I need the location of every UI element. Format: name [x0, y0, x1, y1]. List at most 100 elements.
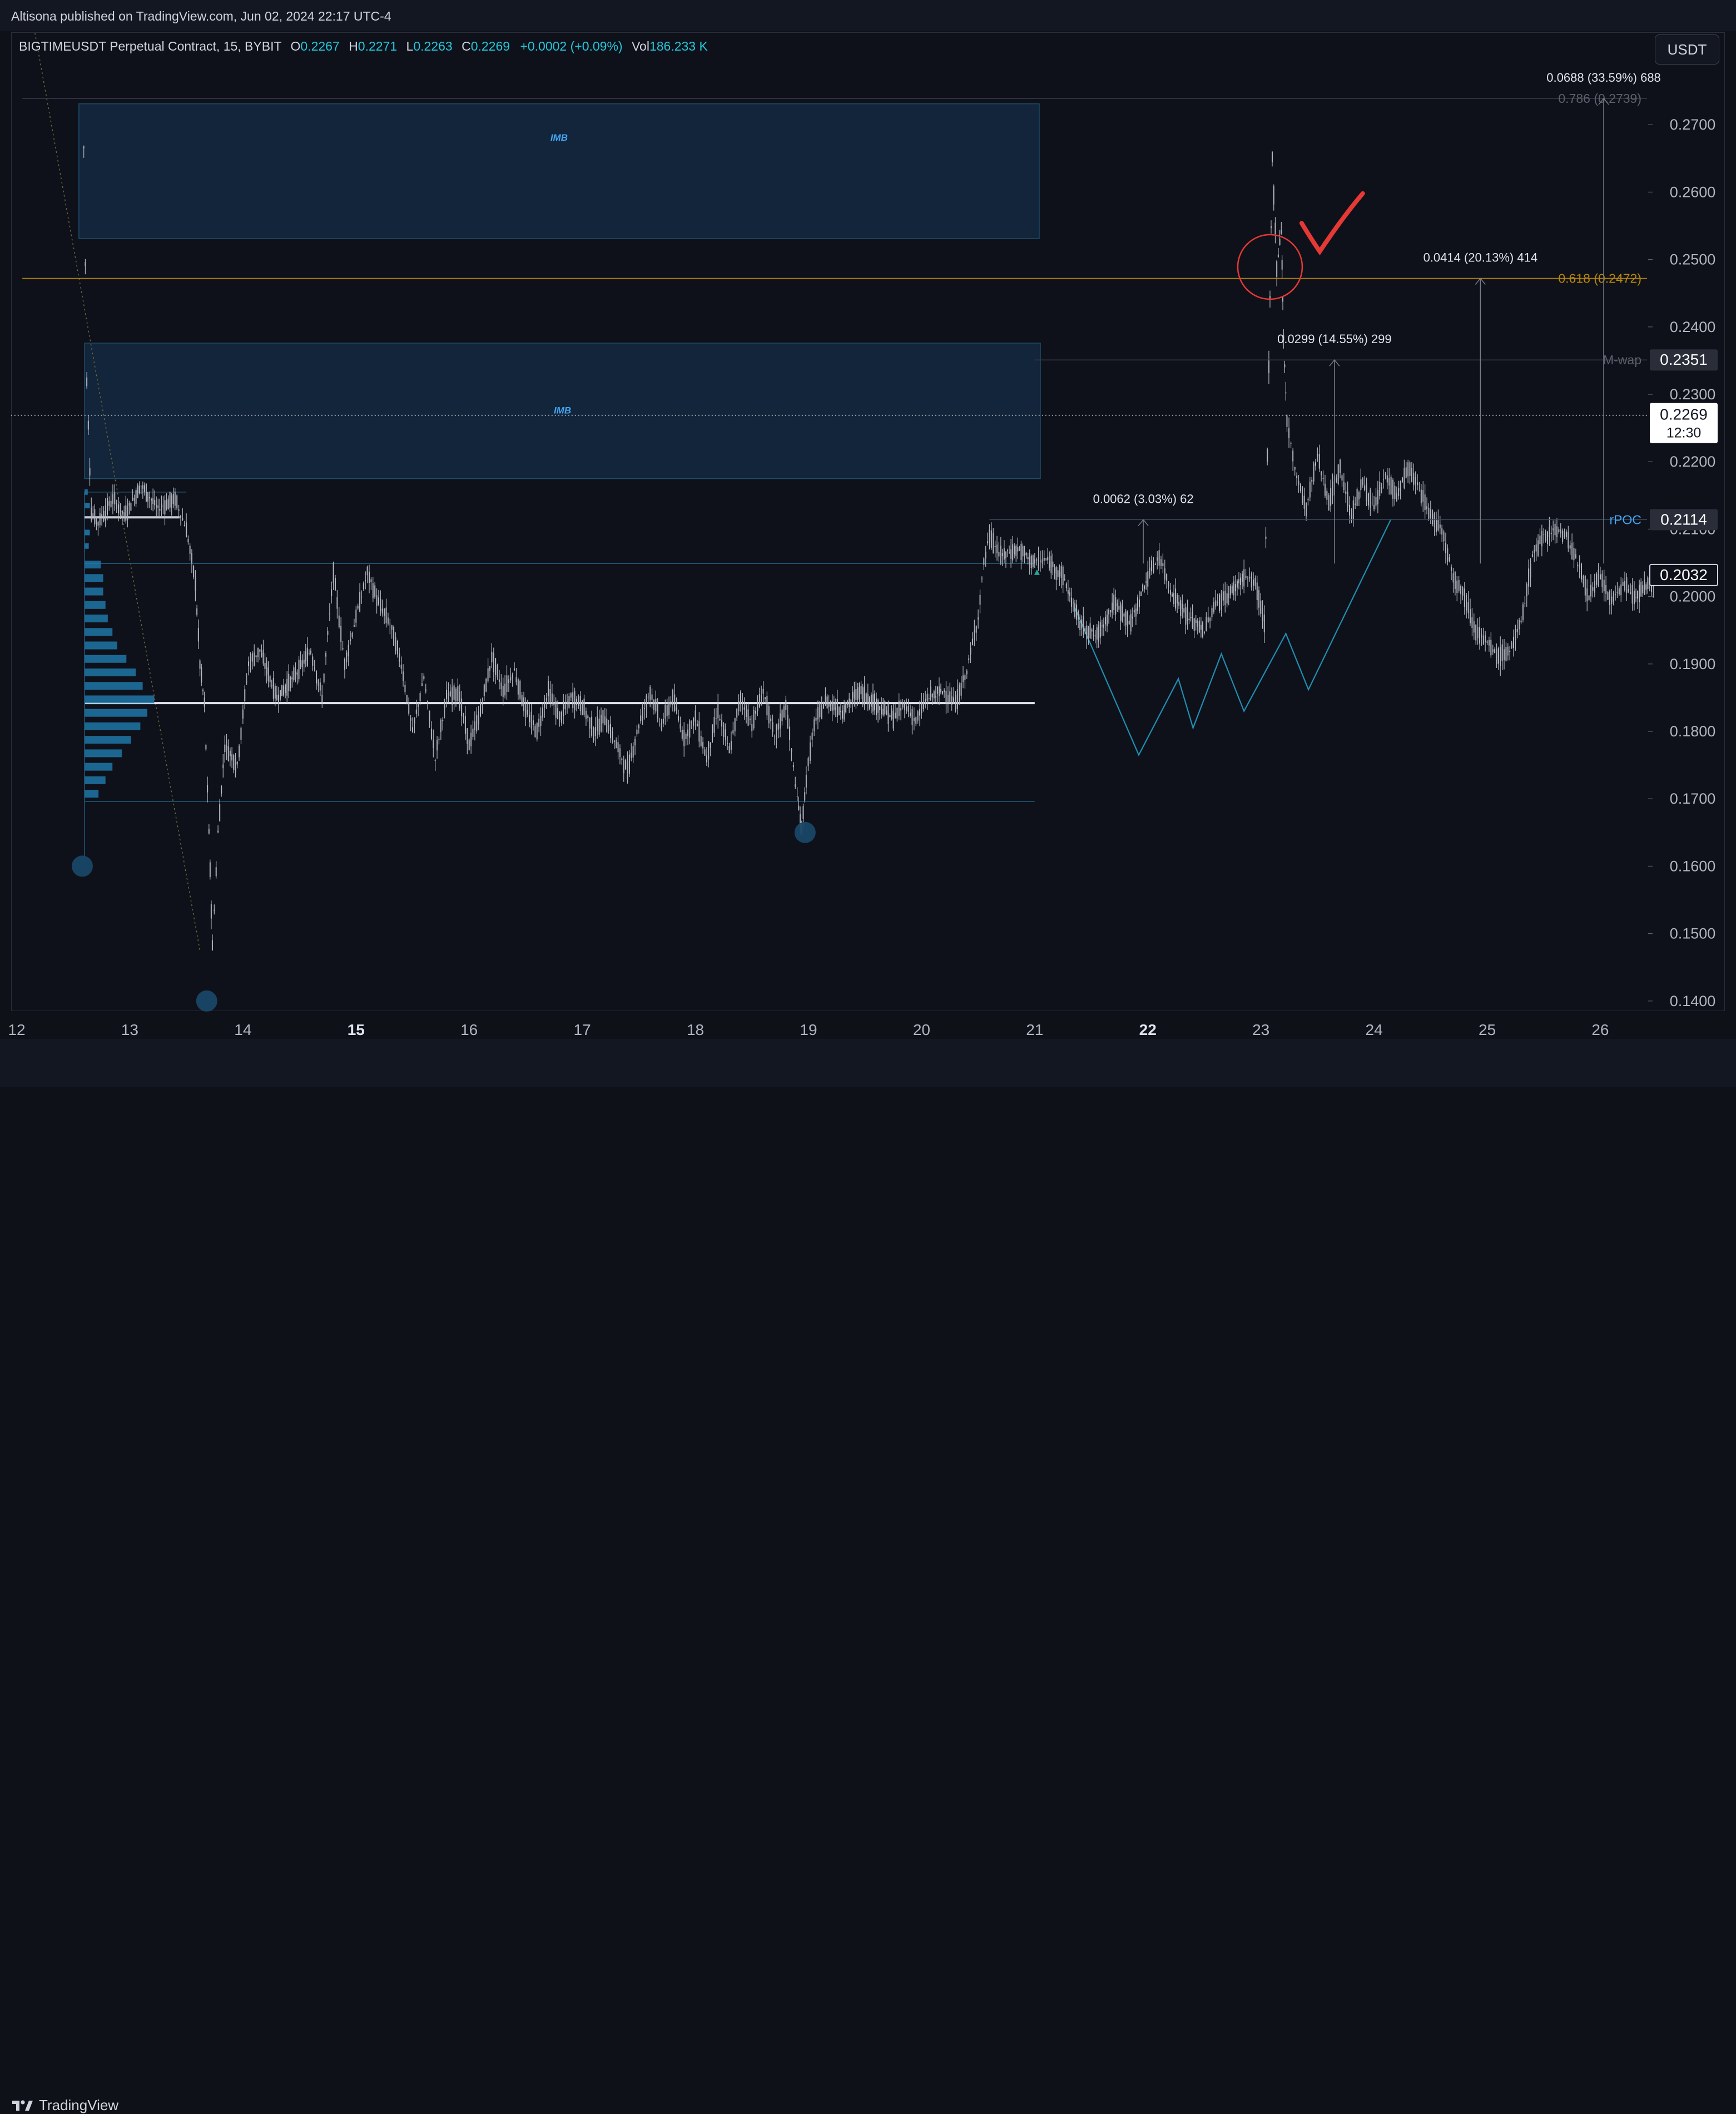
- candle-body: [157, 505, 159, 508]
- candle-body: [551, 693, 553, 704]
- candle-body: [196, 608, 198, 615]
- candle-body: [1064, 579, 1065, 581]
- candle-body: [1534, 549, 1535, 553]
- candle-body: [120, 503, 121, 516]
- candle-body: [728, 745, 730, 754]
- candle-body: [1062, 566, 1064, 586]
- tradingview-brand[interactable]: TradingView: [11, 2097, 118, 2114]
- x-tick-label: 12: [8, 1021, 25, 1038]
- candle-body: [1222, 591, 1224, 601]
- candle-body: [1615, 594, 1616, 595]
- candle-body: [983, 558, 985, 565]
- candle-body: [942, 691, 944, 694]
- candle-body: [1054, 568, 1055, 573]
- candle-body: [1383, 479, 1385, 481]
- candle-body: [344, 659, 345, 670]
- candle-body: [770, 718, 772, 721]
- candle-body: [780, 713, 781, 729]
- candle-body: [789, 726, 791, 740]
- candle-body: [777, 723, 779, 730]
- candle-body: [359, 592, 361, 612]
- candle-body: [935, 696, 936, 698]
- candle-body: [695, 710, 696, 722]
- candle-body: [406, 695, 408, 702]
- candle-body: [121, 511, 123, 514]
- y-tick-label: 0.1600: [1670, 858, 1716, 874]
- candle-body: [579, 696, 581, 711]
- candle-body: [1417, 482, 1418, 486]
- candle-body: [171, 495, 172, 508]
- y-tick-label: 0.1900: [1670, 656, 1716, 672]
- symbol-title: BIGTIMEUSDT Perpetual Contract, 15, BYBI…: [19, 39, 282, 53]
- candle-body: [468, 739, 470, 751]
- candle-body: [1041, 559, 1043, 563]
- candle-body: [1079, 621, 1081, 631]
- candle-body: [1253, 580, 1254, 586]
- candle-body: [156, 504, 157, 507]
- candle-body: [1642, 585, 1644, 593]
- candle-body: [1341, 475, 1343, 481]
- candle-body: [114, 492, 116, 504]
- candle-body: [1203, 632, 1205, 633]
- candle-body: [534, 725, 536, 737]
- candle-body: [1318, 454, 1320, 469]
- price-line-label-m-wap: M-wap: [1603, 353, 1641, 367]
- candle-body: [1238, 579, 1240, 583]
- candle-body: [693, 718, 695, 726]
- candle-body: [277, 695, 279, 704]
- candle-body: [1313, 463, 1315, 482]
- candle-body: [372, 583, 374, 598]
- candle-body: [508, 679, 509, 683]
- candle-body: [1089, 623, 1091, 638]
- candle-body: [1528, 568, 1530, 587]
- candle-body: [736, 709, 738, 718]
- candle-body: [959, 684, 960, 704]
- volume-profile-top-row: [85, 502, 90, 508]
- x-tick-label: 25: [1479, 1021, 1496, 1038]
- candle-body: [333, 562, 334, 583]
- candle-body: [544, 702, 545, 708]
- candle-body: [418, 704, 419, 707]
- candle-body: [978, 617, 979, 620]
- candle-body: [1556, 526, 1558, 537]
- candle-body: [378, 597, 379, 605]
- candle-body: [672, 690, 673, 706]
- candle-body: [1296, 476, 1298, 478]
- candle-body: [940, 689, 941, 693]
- candle-body: [661, 722, 662, 729]
- candle-body: [215, 867, 217, 877]
- candle-body: [1494, 649, 1496, 653]
- candle-body: [116, 503, 117, 509]
- x-tick-label: 15: [348, 1021, 365, 1038]
- volume-profile-row: [85, 722, 141, 730]
- candle-body: [1260, 600, 1262, 614]
- candle-body: [463, 715, 464, 717]
- candle-body: [1094, 635, 1096, 637]
- candle-body: [1206, 617, 1207, 631]
- candle-body: [681, 730, 683, 739]
- x-tick-label: 19: [800, 1021, 817, 1038]
- candle-body: [476, 715, 478, 731]
- candle-body: [1394, 486, 1396, 499]
- candle-body: [1500, 647, 1501, 666]
- candle-body: [631, 752, 632, 758]
- candle-body: [296, 672, 298, 675]
- candle-body: [1565, 531, 1567, 537]
- candle-body: [1324, 483, 1326, 496]
- candle-body: [1575, 554, 1576, 558]
- candle-body: [103, 511, 105, 522]
- currency-button[interactable]: USDT: [1655, 34, 1719, 65]
- x-tick-label: 18: [687, 1021, 704, 1038]
- candle-body: [894, 712, 896, 719]
- candle-body: [82, 29, 83, 30]
- candle-body: [269, 675, 271, 682]
- measure-arrow-3: [1475, 278, 1486, 285]
- candle-body: [1211, 608, 1213, 617]
- candle-body: [96, 518, 97, 522]
- candle-body: [472, 729, 474, 737]
- candle-body: [1098, 625, 1099, 642]
- candle-body: [461, 699, 463, 716]
- candle-body: [1057, 570, 1059, 577]
- candle-body: [805, 775, 807, 788]
